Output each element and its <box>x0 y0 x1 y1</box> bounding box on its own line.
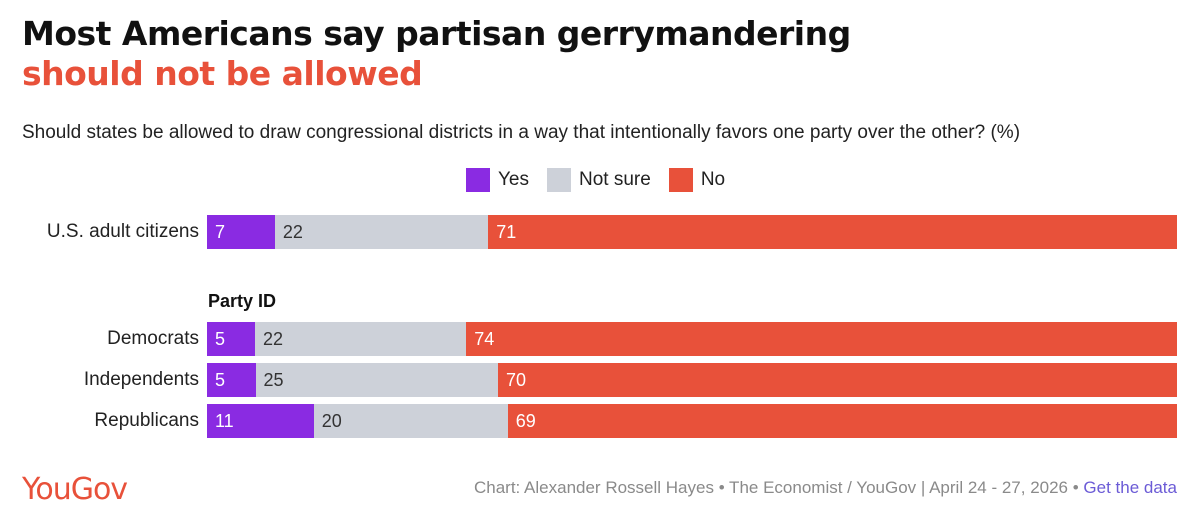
row-label-independents: Independents <box>83 369 199 390</box>
legend-swatch-no <box>668 168 693 192</box>
title-line-2: should not be allowed <box>22 54 423 93</box>
legend-swatch-yes <box>466 168 490 192</box>
data-label-independents-not-sure: 25 <box>263 370 284 390</box>
data-label-republicans-not-sure: 20 <box>321 411 342 431</box>
data-label-democrats-yes: 5 <box>215 329 226 349</box>
legend-swatch-not-sure <box>547 168 571 192</box>
data-label-us-adults-not-sure: 22 <box>282 222 303 242</box>
data-label-independents-no: 70 <box>506 370 527 390</box>
bar-row-democrats: 5 22 74 <box>207 322 1177 356</box>
bar-row-independents: 5 25 70 <box>207 363 1177 397</box>
legend-item-no: No <box>668 168 726 192</box>
data-label-republicans-no: 69 <box>515 411 536 431</box>
bar-segment-independents-no: 70 <box>498 363 1177 397</box>
chart-credit: Chart: Alexander Rossell Hayes • The Eco… <box>474 478 1177 498</box>
bar-segment-republicans-no: 69 <box>507 404 1177 438</box>
bar-segment-independents-yes: 5 <box>207 363 256 397</box>
legend: Yes Not sure No <box>466 168 743 192</box>
bar-segment-us-adults-no: 71 <box>488 215 1177 249</box>
bar-segment-independents-not-sure: 25 <box>255 363 498 397</box>
row-label-us-adults: U.S. adult citizens <box>46 221 199 242</box>
group-label-party-id: Party ID <box>208 291 277 311</box>
row-label-democrats: Democrats <box>107 328 199 349</box>
chart-title: Most Americans say partisan gerrymanderi… <box>22 14 851 94</box>
bar-segment-us-adults-yes: 7 <box>207 215 275 249</box>
legend-item-yes: Yes <box>466 168 529 192</box>
yougov-logo: YouGov <box>22 472 128 507</box>
get-the-data-link[interactable]: Get the data <box>1083 478 1177 497</box>
title-line-1: Most Americans say partisan gerrymanderi… <box>22 14 851 53</box>
bar-segment-democrats-no: 74 <box>466 322 1177 356</box>
credit-text: Chart: Alexander Rossell Hayes • The Eco… <box>473 478 1084 497</box>
bar-segment-republicans-yes: 11 <box>207 404 314 438</box>
bar-segment-republicans-not-sure: 20 <box>313 404 508 438</box>
chart-subtitle: Should states be allowed to draw congres… <box>22 122 1021 143</box>
bar-row-us-adults: 7 22 71 <box>207 215 1177 249</box>
legend-label-yes: Yes <box>498 169 529 190</box>
data-label-democrats-no: 74 <box>474 329 495 349</box>
bar-row-republicans: 11 20 69 <box>207 404 1177 438</box>
data-label-independents-yes: 5 <box>215 370 226 390</box>
data-label-republicans-yes: 11 <box>215 411 234 431</box>
bar-segment-democrats-yes: 5 <box>207 322 256 356</box>
bar-segment-us-adults-not-sure: 22 <box>274 215 489 249</box>
legend-item-not-sure: Not sure <box>547 168 651 192</box>
legend-label-no: No <box>700 169 726 190</box>
legend-label-not-sure: Not sure <box>579 169 651 190</box>
data-label-us-adults-yes: 7 <box>215 222 226 242</box>
data-label-us-adults-no: 71 <box>496 222 517 242</box>
data-label-democrats-not-sure: 22 <box>263 329 284 349</box>
row-label-republicans: Republicans <box>94 410 199 431</box>
bar-segment-democrats-not-sure: 22 <box>255 322 467 356</box>
